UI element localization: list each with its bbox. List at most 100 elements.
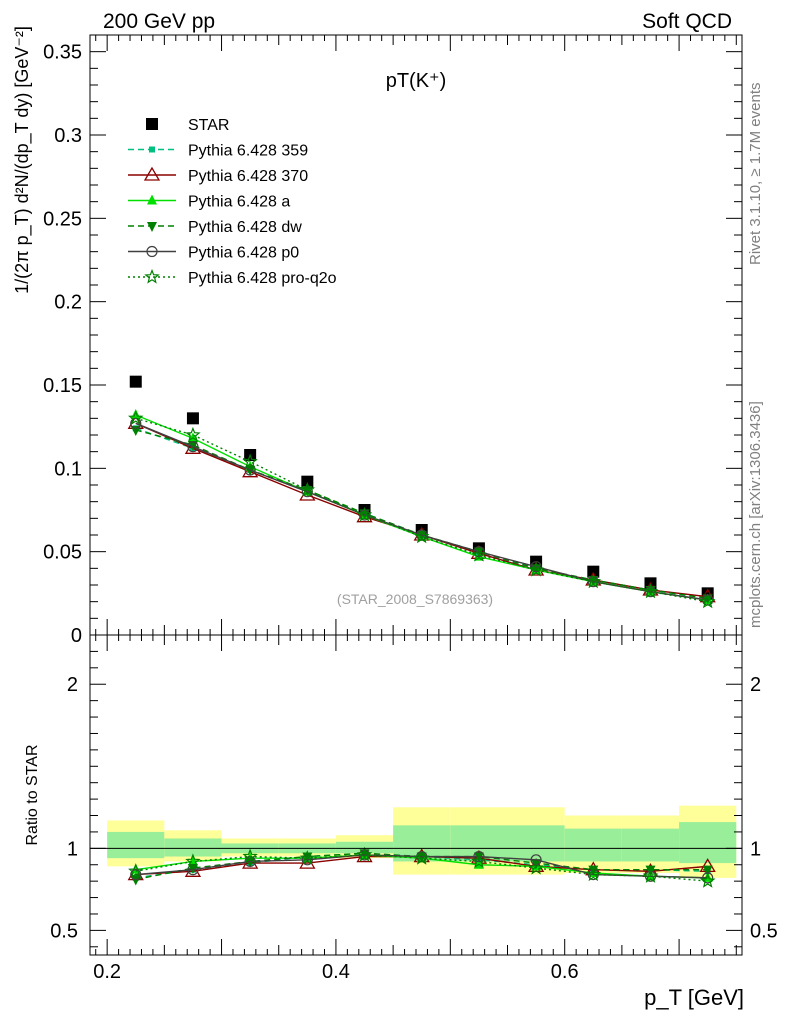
marker-star xyxy=(413,528,430,544)
marker-circle-open xyxy=(473,546,485,558)
marker-star xyxy=(471,546,487,562)
band-inner xyxy=(679,822,737,864)
ratio-y-tick-label: 1 xyxy=(67,838,78,860)
ratio-y-tick-label-right: 0.5 xyxy=(750,920,778,942)
marker-triangle-down xyxy=(531,859,542,870)
band-inner xyxy=(621,828,680,862)
ratio-plot-frame xyxy=(89,634,743,956)
series-line xyxy=(135,422,708,598)
band-inner xyxy=(564,828,622,862)
y-tick-label: 0.3 xyxy=(54,125,82,147)
y-axis-label-top: 1/(2π p_T) d²N/(dp_T dy) [GeV⁻²] xyxy=(12,26,33,294)
marker-star xyxy=(528,561,544,577)
marker-star xyxy=(242,453,258,469)
tick-labels: 0.2 0.4 0.6 0 0.05 0.1 0.15 0.2 0.25 0.3 0.35 0.5 0.… xyxy=(43,42,778,983)
marker-star xyxy=(144,268,160,284)
marker-star xyxy=(413,850,430,865)
y-tick-label: 0.25 xyxy=(43,208,82,230)
header-left: 200 GeV pp xyxy=(103,10,215,33)
series-pythia-6-428-dw xyxy=(130,426,713,605)
legend: STAR Pythia 6.428 359 Pythia 6.428 370 Pyth… xyxy=(128,117,337,287)
marker-triangle xyxy=(147,194,157,205)
marker-triangle-down xyxy=(473,547,484,558)
series-line xyxy=(135,427,708,600)
y-tick-label: 0.15 xyxy=(43,375,82,397)
legend-label: Pythia 6.428 370 xyxy=(188,168,308,185)
plot-title: pT(K⁺) xyxy=(386,70,447,92)
y-tick-label: 0.1 xyxy=(54,458,82,480)
marker-circle-open xyxy=(187,441,199,453)
y-tick-label: 0.2 xyxy=(54,292,82,314)
marker-star xyxy=(699,873,716,888)
series-line xyxy=(135,414,708,601)
ratio-y-tick-label-right: 2 xyxy=(750,674,761,696)
ratio-plot-series xyxy=(127,846,716,888)
marker-triangle-down xyxy=(588,865,599,876)
ratio-y-tick-label: 0.5 xyxy=(50,920,78,942)
marker-star xyxy=(242,848,258,864)
marker-square xyxy=(146,118,158,130)
marker-triangle-down xyxy=(702,865,713,876)
series-line xyxy=(135,854,708,879)
mcplots-info: mcplots.cern.ch [arXiv:1306.3436] xyxy=(747,401,764,628)
marker-square xyxy=(301,475,314,488)
legend-label: STAR xyxy=(188,117,229,134)
ratio-uncertainty-bands xyxy=(107,805,737,878)
marker-star xyxy=(642,868,659,883)
marker-star xyxy=(699,593,716,609)
marker-star xyxy=(356,506,373,522)
series-pythia-6-428-370 xyxy=(127,415,716,603)
marker-star xyxy=(128,410,144,425)
marker-star xyxy=(528,859,544,875)
series-line xyxy=(135,422,708,601)
marker-square xyxy=(129,375,142,388)
marker-triangle-down xyxy=(473,852,484,863)
y-tick-label: 0.35 xyxy=(43,42,82,64)
marker-star xyxy=(128,863,144,878)
marker-star xyxy=(585,573,602,589)
marker-circle-open xyxy=(530,854,542,866)
marker-square xyxy=(186,412,199,425)
band-inner xyxy=(107,831,165,859)
marker-triangle-open xyxy=(184,440,202,454)
marker-star xyxy=(356,846,373,862)
marker-triangle-down xyxy=(130,426,141,436)
band-inner xyxy=(507,825,565,862)
axis-ticks xyxy=(90,34,742,955)
x-tick-label: 0.6 xyxy=(551,961,579,983)
marker-square-small xyxy=(149,146,155,153)
legend-label: Pythia 6.428 359 xyxy=(188,143,308,160)
marker-circle-open xyxy=(146,245,158,258)
y-tick-label: 0 xyxy=(71,625,82,647)
main-plot-series xyxy=(127,375,716,609)
series-line xyxy=(135,854,708,882)
legend-label: Pythia 6.428 dw xyxy=(188,219,302,236)
x-axis-label: p_T [GeV] xyxy=(644,985,744,1010)
legend-label: Pythia 6.428 p0 xyxy=(188,245,299,262)
marker-triangle-down xyxy=(245,857,256,868)
series-pythia-6-428-pro-q2o xyxy=(128,846,716,888)
legend-label: Pythia 6.428 a xyxy=(188,194,290,211)
marker-triangle-down xyxy=(130,875,141,886)
marker-circle-open xyxy=(530,561,542,573)
y-axis-label-ratio: Ratio to STAR xyxy=(24,744,41,845)
marker-star xyxy=(299,481,316,497)
header-right: Soft QCD xyxy=(642,10,732,33)
marker-circle-open xyxy=(473,850,485,863)
marker-circle-open xyxy=(130,868,142,881)
x-tick-label: 0.2 xyxy=(93,961,121,983)
marker-star xyxy=(185,853,201,869)
ratio-y-tick-label: 2 xyxy=(67,674,78,696)
x-tick-label: 0.4 xyxy=(322,961,350,983)
marker-star xyxy=(299,850,316,865)
legend-label: Pythia 6.428 pro-q2o xyxy=(188,270,337,287)
rivet-info: Rivet 3.1.10, ≥ 1.7M events xyxy=(747,83,764,266)
marker-triangle-down xyxy=(416,852,427,863)
reference-watermark: (STAR_2008_S7869363) xyxy=(337,591,493,607)
series-line xyxy=(135,417,708,603)
marker-star xyxy=(185,426,201,442)
marker-star xyxy=(585,866,602,882)
series-pythia-6-428-p0 xyxy=(130,417,714,606)
marker-triangle-down xyxy=(147,222,157,232)
